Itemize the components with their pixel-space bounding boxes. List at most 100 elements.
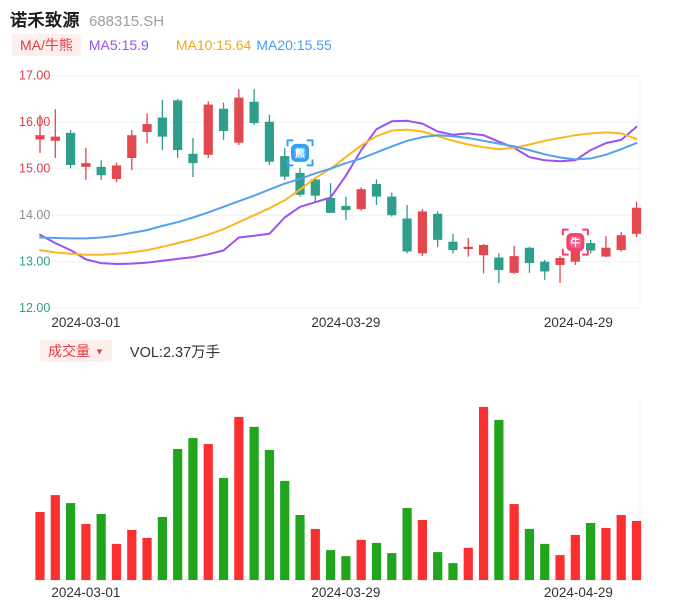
candle-body — [631, 207, 642, 234]
candle-body — [463, 246, 473, 250]
ma5-line — [39, 119, 638, 265]
volume-bar — [448, 563, 458, 580]
candle-body — [188, 153, 198, 164]
candle-body — [570, 242, 580, 262]
candle-body — [524, 247, 535, 264]
x-axis-label: 2024-03-29 — [311, 315, 380, 330]
x-axis-label: 2024-03-29 — [311, 585, 380, 600]
volume-bar — [631, 520, 642, 580]
ma-bullbear-toggle[interactable]: MA/牛熊 — [12, 34, 81, 56]
marker-badge — [566, 233, 585, 252]
volume-bar — [371, 542, 382, 580]
candle-body — [555, 257, 565, 265]
candle-body — [402, 218, 412, 252]
volume-bar — [402, 508, 412, 580]
marker-bracket-icon — [561, 228, 569, 236]
ma10-line — [39, 128, 638, 256]
x-axis-label: 2024-03-01 — [51, 585, 120, 600]
candle-body — [157, 117, 167, 137]
candle-body — [417, 211, 427, 254]
volume-bar — [601, 527, 611, 580]
marker-badge-inner — [294, 146, 307, 159]
volume-bar — [81, 523, 91, 580]
marker-bracket-icon — [581, 248, 589, 256]
marker-bracket-icon — [306, 139, 314, 147]
volume-bar — [524, 528, 535, 580]
volume-bar — [264, 450, 275, 580]
header: 诺禾致源 688315.SH — [10, 6, 164, 31]
volume-bar — [616, 515, 626, 580]
volume-bar — [310, 528, 320, 580]
candle-body — [616, 235, 626, 251]
volume-bar — [555, 555, 565, 580]
ma10-readout: MA10:15.64 — [175, 37, 252, 53]
y-axis-label: 15.00 — [19, 162, 50, 176]
ma20-line — [39, 134, 638, 240]
candle-body — [295, 172, 305, 195]
volume-bar — [570, 534, 580, 580]
volume-bar — [494, 419, 504, 580]
x-axis-label: 2024-03-01 — [51, 315, 120, 330]
candle-body — [326, 197, 336, 213]
x-axis-label: 2024-04-29 — [544, 585, 613, 600]
candle-body — [448, 241, 458, 251]
volume-bar — [280, 480, 290, 580]
bear-marker-glyph: 熊 — [295, 147, 305, 160]
candle-body — [601, 247, 611, 257]
marker-bracket-icon — [581, 228, 589, 236]
bull-marker[interactable]: 牛 — [561, 228, 589, 256]
ma-bullbear-label: MA/牛熊 — [20, 37, 73, 53]
volume-chart: 2024-03-01 2024-03-29 2024-04-29 — [35, 400, 642, 600]
bear-marker[interactable]: 熊 — [286, 139, 314, 167]
volume-bar — [157, 517, 167, 580]
marker-bracket-icon — [561, 248, 569, 256]
y-axis-label: 17.00 — [19, 69, 50, 83]
candle-body — [127, 135, 137, 159]
marker-bracket-icon — [286, 159, 294, 167]
main-price-chart: 17.00 16.00 15.00 14.00 13.00 12.002024-03-01… — [19, 69, 642, 330]
candle-body — [142, 124, 152, 132]
marker-badge-inner — [569, 236, 582, 249]
candle-body — [65, 132, 76, 165]
volume-bar — [50, 495, 60, 580]
y-axis-label: 12.00 — [19, 301, 50, 315]
volume-bar — [96, 514, 106, 580]
volume-bar — [234, 416, 244, 580]
candle-body — [111, 165, 122, 179]
volume-bar — [356, 539, 366, 580]
candle-body — [356, 189, 366, 210]
candle-body — [540, 261, 550, 272]
candle-body — [494, 257, 504, 271]
candle-body — [280, 156, 290, 177]
volume-bar — [249, 426, 259, 580]
marker-badge — [291, 143, 310, 162]
candle-body — [586, 243, 596, 251]
candle-body — [35, 135, 45, 140]
bull-marker-glyph: 牛 — [570, 236, 580, 249]
volume-bar — [341, 556, 351, 580]
volume-bar — [142, 537, 152, 580]
volume-bar — [433, 552, 443, 580]
candle-body — [433, 213, 443, 240]
candle-body — [234, 97, 244, 143]
volume-bar — [173, 449, 183, 580]
ma20-readout: MA20:15.55 — [256, 37, 332, 53]
candle-body — [81, 163, 91, 167]
volume-bar — [586, 522, 596, 580]
ma-legend: MA/牛熊 MA5:15.9 MA10:15.64 MA20:15.55 — [12, 33, 332, 57]
candle-body — [173, 100, 183, 151]
volume-bar — [188, 438, 198, 580]
stock-name: 诺禾致源 — [10, 11, 80, 30]
ma5-readout: MA5:15.9 — [88, 37, 149, 53]
volume-bar — [463, 547, 473, 580]
volume-bar — [295, 515, 305, 580]
x-axis-label: 2024-04-29 — [544, 315, 613, 330]
candle-body — [218, 108, 229, 132]
y-axis-label: 13.00 — [19, 255, 50, 269]
candle-body — [478, 244, 489, 256]
volume-bar — [387, 553, 397, 580]
y-axis-label: 16.00 — [19, 115, 50, 129]
volume-indicator-dropdown[interactable]: 成交量 ▼ — [40, 340, 112, 362]
